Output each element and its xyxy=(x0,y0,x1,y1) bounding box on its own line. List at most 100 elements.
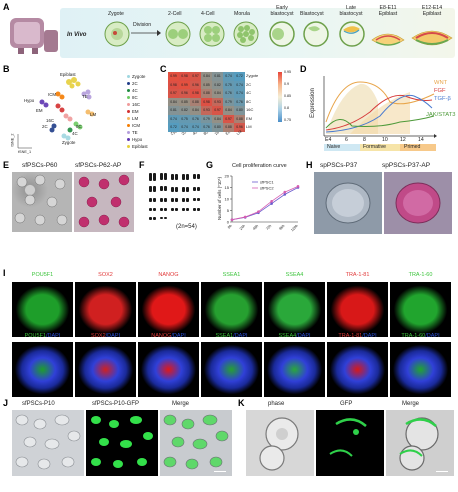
scale-tick: 0.95 xyxy=(284,70,291,74)
cluster-label-4c: 4C xyxy=(72,131,78,136)
blastocyst-icon xyxy=(303,21,329,47)
stage-label-blastocyst: Blastocyst xyxy=(300,11,324,17)
heatmap-cell: 0.97 xyxy=(223,114,234,123)
marker-label: POU5F1 xyxy=(31,272,54,278)
karyotype-caption: (2n=54) xyxy=(176,224,197,230)
dapi-merge-image xyxy=(201,342,262,397)
scale-tick: 0.9 xyxy=(284,82,289,86)
marker-stain-image xyxy=(264,282,325,337)
legend-label: sfPSC1 xyxy=(260,180,274,185)
dapi-suffix: /DAPI xyxy=(296,333,311,339)
e8-e11-epiblast-icon xyxy=(371,33,405,46)
heatmap-cell: 0.88 xyxy=(223,123,234,132)
heatmap-cell: 0.98 xyxy=(201,97,212,106)
cluster-label-zygote: Zygote xyxy=(62,140,76,145)
heatmap-cell: 0.84 xyxy=(190,106,201,115)
legend-item: 8C xyxy=(127,95,138,100)
merge-label: SSEA1/DAPI xyxy=(201,333,262,339)
d-tick: 8 xyxy=(363,137,366,143)
dapi-suffix: /DAPI xyxy=(105,333,121,339)
series-label-fgf: FGF xyxy=(434,88,446,94)
legend-text: 2C xyxy=(132,81,138,86)
heatmap-cell: 0.79 xyxy=(201,114,212,123)
legend-dot xyxy=(127,145,130,149)
phase-label-naive: Naive xyxy=(327,144,341,150)
k-label-merge: Merge xyxy=(402,401,420,407)
x-tick-label: 96h xyxy=(278,224,285,231)
legend-text: TE xyxy=(132,130,138,135)
marker-name: POU5F1 xyxy=(24,333,47,339)
heatmap-cell: 0.84 xyxy=(168,97,179,106)
marker-stain-image xyxy=(327,282,388,337)
heatmap-scale-labels: 0.95 0.9 0.85 0.8 0.75 xyxy=(284,70,298,126)
stage-label-zygote: Zygote xyxy=(108,11,124,17)
morula-icon xyxy=(233,21,259,47)
cluster-label-icm: ICM xyxy=(48,92,57,97)
legend-text: Epiblast xyxy=(132,144,148,149)
x-tick-label: 48h xyxy=(252,224,259,231)
tsne-x-axis-label: tSNE_1 xyxy=(18,150,32,154)
j-merge-image xyxy=(160,410,232,476)
heatmap-row-label: 8C xyxy=(246,98,252,104)
heatmap-cell: 0.97 xyxy=(212,106,223,115)
legend-item: 2C xyxy=(127,81,138,86)
legend-dot xyxy=(127,96,130,100)
tsne-y-axis-label: tSNE_2 xyxy=(10,133,15,147)
merge-label: SOX2/DAPI xyxy=(75,333,136,339)
cluster-label-lm: LM xyxy=(90,112,97,117)
pig-icon xyxy=(10,18,58,54)
sppsc-brightfield-image xyxy=(314,172,382,234)
legend-label: sfPSC2 xyxy=(260,186,274,191)
stage-label-late-blastocyst: Late blastocyst xyxy=(339,5,363,17)
h-left-label: spPSCs-P37 xyxy=(320,162,358,169)
data-point xyxy=(230,218,234,221)
heatmap-cell: 0.84 xyxy=(212,89,223,98)
legend-dot xyxy=(127,124,130,128)
legend-item: LM xyxy=(127,116,138,121)
heatmap-row-label: 4C xyxy=(246,90,252,95)
heatmap-cell: 0.80 xyxy=(234,106,245,115)
cluster-label-te: TE xyxy=(82,94,88,99)
marker-name: TRA-1-60 xyxy=(401,333,426,339)
legend-text: Hypo xyxy=(132,137,143,142)
merge-label: NANOG/DAPI xyxy=(138,333,199,339)
data-point xyxy=(270,202,273,205)
scale-tick: 0.75 xyxy=(284,118,291,122)
legend-text: ICM xyxy=(132,123,141,128)
stage-label-early-blastocyst: Early blastocyst xyxy=(270,5,294,17)
legend-dot xyxy=(127,103,130,107)
four-cell-icon xyxy=(199,21,225,47)
k-label-gfp: GFP xyxy=(340,401,353,407)
panel-label-k: K xyxy=(238,398,245,408)
x-tick-label: 120h xyxy=(290,224,298,232)
e-left-label: sfPSCs-P60 xyxy=(22,162,58,169)
two-cell-icon xyxy=(165,21,191,47)
legend-dot xyxy=(127,131,130,135)
y-tick-label: 15 xyxy=(225,185,230,190)
j-gfp-image xyxy=(86,410,158,476)
legend-dot xyxy=(127,138,130,142)
heatmap-cell: 0.88 xyxy=(201,89,212,98)
y-tick-label: 5 xyxy=(227,208,230,213)
marker-label: SOX2 xyxy=(98,272,113,278)
heatmap-cell: 0.75 xyxy=(179,114,190,123)
heatmap-cell: 0.84 xyxy=(201,72,212,81)
marker-label: TRA-1-60 xyxy=(408,272,433,278)
sfpsc-ap-stain-image xyxy=(74,172,134,232)
heatmap-cell: 0.96 xyxy=(190,80,201,89)
legend-text: Zygote xyxy=(132,74,146,79)
heatmap-cell: 0.93 xyxy=(201,106,212,115)
marker-name: TRA-1-81 xyxy=(338,333,363,339)
heatmap-row-label: Zygote xyxy=(246,73,259,78)
heatmap-cell: 0.72 xyxy=(234,72,245,81)
tsne-plot xyxy=(17,77,95,149)
heatmap-cell: 0.93 xyxy=(212,97,223,106)
tsne-legend: Zygote 2C 4C 8C 16C EM LM ICM TE Hypo Ep… xyxy=(127,74,165,154)
stage-label-e8-e11: E8-E11 Epiblast xyxy=(378,5,398,17)
merge-label: SSEA4/DAPI xyxy=(264,333,325,339)
cluster-label-epiblast: Epiblast xyxy=(60,72,76,77)
legend-item: Epiblast xyxy=(127,144,148,149)
heatmap-row-label: LM xyxy=(246,124,252,129)
cluster-label-em: EM xyxy=(36,108,43,113)
marker-stain-image xyxy=(201,282,262,337)
